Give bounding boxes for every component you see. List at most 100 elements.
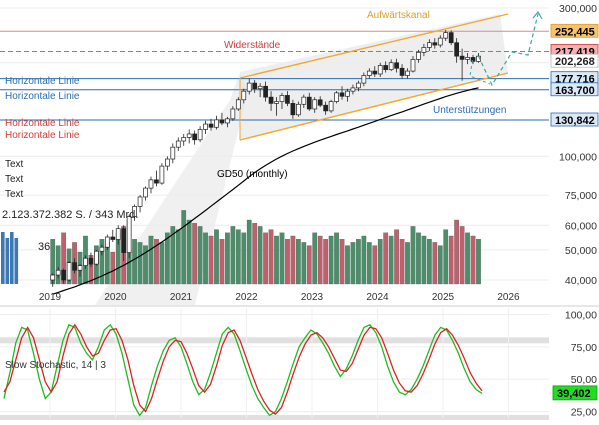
candle-body bbox=[301, 96, 307, 105]
candle-body bbox=[296, 103, 301, 116]
volume-bar bbox=[377, 239, 383, 285]
volume-bar bbox=[454, 219, 459, 285]
volume-bar bbox=[148, 235, 154, 285]
stochastic-tick-label: 25,00 bbox=[571, 407, 597, 419]
volume-bar bbox=[208, 235, 214, 285]
candle-body bbox=[328, 101, 334, 112]
candle-body bbox=[72, 262, 77, 271]
volume-bar bbox=[246, 219, 252, 285]
stochastic-last-value: 39,402 bbox=[552, 385, 598, 401]
volume-bar bbox=[14, 238, 19, 284]
volume-bar bbox=[350, 242, 356, 285]
stochastic-k-line bbox=[3, 323, 483, 417]
moving-average bbox=[52, 87, 479, 295]
candle-body bbox=[94, 250, 99, 265]
price-label-text: 163,700 bbox=[555, 85, 595, 97]
stochastic-band bbox=[0, 415, 549, 421]
candle-body bbox=[290, 103, 296, 116]
candle-body bbox=[279, 95, 285, 102]
candle-body bbox=[143, 187, 148, 198]
volume-bar bbox=[296, 239, 301, 285]
candle-body bbox=[356, 82, 361, 89]
volume-bar bbox=[470, 235, 476, 285]
volume-bar bbox=[416, 232, 421, 285]
volume-bar bbox=[5, 238, 10, 284]
volume-bar bbox=[427, 239, 432, 285]
price-label: 252,445 bbox=[550, 23, 599, 38]
x-tick-label: 2021 bbox=[170, 292, 193, 303]
candle-body bbox=[334, 92, 339, 102]
stochastic-title: Slow Stochastic, 14 | 3 bbox=[5, 360, 106, 371]
channel-upper-line bbox=[239, 13, 509, 79]
volume-bar bbox=[312, 232, 318, 285]
candle-body bbox=[388, 62, 394, 71]
candle-body bbox=[225, 118, 230, 124]
volume-bar bbox=[405, 242, 410, 285]
volume-bar bbox=[356, 239, 361, 285]
x-tick-label: 2024 bbox=[366, 292, 389, 303]
volume-bar bbox=[421, 235, 427, 285]
candle-body bbox=[252, 82, 258, 90]
y-tick-label: 60,000 bbox=[565, 220, 597, 232]
volume-bar bbox=[230, 226, 236, 285]
candle-body bbox=[50, 274, 56, 281]
candle-body bbox=[345, 90, 350, 97]
candle-body bbox=[372, 70, 378, 75]
candle-body bbox=[306, 96, 312, 110]
x-tick-label: 2022 bbox=[235, 292, 258, 303]
candle-body bbox=[66, 262, 72, 281]
candle-body bbox=[274, 101, 279, 104]
volume-bar bbox=[1, 232, 5, 284]
candle-body bbox=[394, 62, 399, 69]
volume-bar bbox=[366, 242, 372, 285]
candle-body bbox=[246, 82, 252, 92]
volume-bar bbox=[285, 239, 290, 285]
label-text-2: Text bbox=[5, 174, 24, 185]
candle-body bbox=[427, 42, 432, 48]
candle-body bbox=[219, 119, 225, 124]
stochastic-tick-label: 50,00 bbox=[571, 374, 597, 386]
candle-body bbox=[115, 228, 121, 240]
x-tick-label: 2019 bbox=[39, 292, 62, 303]
y-tick-label: 40,000 bbox=[565, 275, 597, 287]
volume-bar bbox=[186, 219, 192, 285]
candle-body bbox=[154, 179, 159, 184]
volume-bar bbox=[476, 239, 481, 285]
volume-bar bbox=[219, 239, 225, 285]
volume-bar bbox=[170, 226, 176, 285]
volume-bar bbox=[268, 229, 274, 285]
x-tick-label: 2026 bbox=[497, 292, 520, 303]
volume-bar bbox=[143, 245, 148, 285]
candle-body bbox=[437, 37, 443, 46]
price-label-box bbox=[550, 23, 599, 38]
volume-bar bbox=[383, 232, 389, 285]
annotation-resistance: Widerstände bbox=[224, 40, 281, 51]
candle-body bbox=[104, 236, 110, 248]
candle-body bbox=[192, 133, 197, 141]
stochastic-band bbox=[0, 337, 549, 344]
candle-body bbox=[165, 158, 170, 167]
x-tick-label: 2025 bbox=[432, 292, 455, 303]
volume-bar bbox=[361, 235, 367, 285]
stochastic-lines bbox=[3, 323, 483, 417]
volume-bar bbox=[55, 245, 61, 285]
volume-bar bbox=[323, 239, 328, 285]
candle-body bbox=[170, 146, 176, 160]
candle-body bbox=[186, 133, 192, 138]
volume-bar bbox=[301, 242, 307, 285]
volume-bar bbox=[306, 245, 312, 285]
candle-body bbox=[257, 85, 263, 90]
candle-body bbox=[214, 119, 219, 128]
candle-body bbox=[61, 269, 66, 281]
volume-bar bbox=[137, 242, 143, 285]
candle-body bbox=[208, 123, 214, 128]
volume-bar bbox=[263, 232, 268, 285]
label-hline-red-1: Horizontale Linie bbox=[5, 118, 80, 129]
label-text-1: Text bbox=[5, 159, 24, 170]
volume-bar bbox=[225, 232, 230, 285]
annotation-ma: GD50 (monthly) bbox=[217, 169, 288, 180]
label-text-3: Text bbox=[5, 189, 24, 200]
volume-bar bbox=[317, 235, 323, 285]
